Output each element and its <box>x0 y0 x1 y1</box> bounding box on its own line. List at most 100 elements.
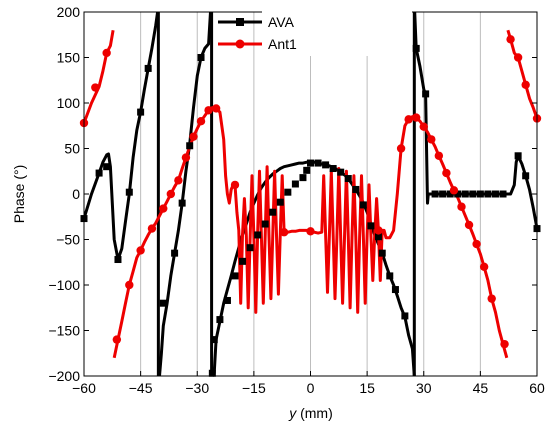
marker-ava <box>231 272 239 280</box>
marker-ava <box>210 336 218 344</box>
marker-ava <box>337 168 345 176</box>
marker-ant1 <box>279 228 289 237</box>
x-tick-labels: −60 −45 −30 −15 0 15 30 45 60 <box>72 380 545 396</box>
marker-ava <box>431 190 439 198</box>
legend-box <box>262 10 412 56</box>
marker-ant1 <box>374 226 383 235</box>
marker-ant1 <box>412 113 421 122</box>
marker-ava <box>322 161 330 169</box>
marker-ava <box>171 249 179 257</box>
marker-ant1 <box>196 117 206 126</box>
marker-ava <box>386 272 394 280</box>
x-tick-label: 15 <box>359 380 375 396</box>
series-layer <box>79 11 542 377</box>
marker-ava <box>216 316 224 324</box>
y-tick-label: 150 <box>57 50 81 66</box>
y-tick-label: −100 <box>48 277 80 293</box>
x-tick-label: 0 <box>307 380 315 396</box>
x-tick-label: −30 <box>185 380 209 396</box>
marker-ant1 <box>506 35 515 44</box>
marker-ant1 <box>306 227 315 236</box>
marker-ant1 <box>464 220 474 230</box>
marker-ava <box>223 296 231 304</box>
x-axis-label-var: y <box>288 405 297 421</box>
marker-ava <box>314 159 322 167</box>
marker-ant1 <box>112 335 122 344</box>
y-tick-label: 0 <box>72 186 80 202</box>
y-tick-labels: −200 −150 −100 −50 0 50 100 150 200 <box>48 4 80 384</box>
marker-ava <box>303 166 311 174</box>
marker-ava <box>144 64 152 72</box>
marker-ava <box>446 190 454 198</box>
marker-ant1 <box>230 180 240 190</box>
marker-ant1 <box>204 106 213 115</box>
marker-ava <box>367 222 375 230</box>
marker-ant1 <box>189 132 198 141</box>
x-axis-label-unit: (mm) <box>296 405 333 421</box>
marker-ant1 <box>102 48 111 58</box>
marker-ant1 <box>500 339 509 349</box>
marker-ant1 <box>396 144 406 153</box>
marker-ava <box>476 190 484 198</box>
marker-ava <box>137 108 145 116</box>
marker-ant1 <box>419 122 428 131</box>
marker-ava <box>208 369 216 377</box>
marker-ant1 <box>513 53 523 62</box>
marker-ava <box>186 142 194 150</box>
marker-ant1 <box>521 80 530 90</box>
marker-ant1 <box>91 83 100 92</box>
marker-ant1 <box>457 202 466 211</box>
x-tick-label: −45 <box>129 380 153 396</box>
marker-ant1 <box>472 239 481 249</box>
marker-ant1 <box>125 280 134 290</box>
y-axis-label: Phase (°) <box>11 165 27 224</box>
marker-ant1 <box>427 135 436 144</box>
y-tick-label: 50 <box>64 141 80 157</box>
marker-ava <box>391 286 399 294</box>
marker-ava <box>178 199 186 207</box>
marker-ant1 <box>479 262 489 271</box>
marker-ant1 <box>442 168 451 178</box>
marker-ava <box>103 163 111 171</box>
marker-ava <box>284 188 292 196</box>
marker-ant1 <box>404 115 413 124</box>
marker-ant1 <box>166 189 176 199</box>
x-tick-label: 45 <box>473 380 489 396</box>
x-axis-label: y (mm) <box>288 405 333 421</box>
marker-ava <box>114 256 122 264</box>
marker-ava <box>299 174 307 182</box>
marker-ava <box>454 190 462 198</box>
marker-ava <box>499 190 507 198</box>
marker-ant1 <box>147 224 157 233</box>
marker-ava <box>484 190 492 198</box>
marker-ant1 <box>211 104 221 113</box>
marker-ava <box>514 152 522 160</box>
marker-ava <box>374 233 382 241</box>
marker-ava <box>491 190 499 198</box>
y-tick-label: −50 <box>56 232 80 248</box>
y-tick-label: −200 <box>48 368 80 384</box>
marker-ava <box>439 190 447 198</box>
legend-marker-ant1 <box>235 39 245 49</box>
x-tick-label: −15 <box>242 380 266 396</box>
marker-ava <box>269 208 277 216</box>
marker-ava <box>125 188 133 196</box>
x-tick-label: 60 <box>529 380 545 396</box>
marker-ava <box>276 198 284 206</box>
marker-ava <box>246 244 254 252</box>
marker-ava <box>412 44 420 52</box>
marker-ava <box>307 159 314 167</box>
marker-ant1 <box>487 294 496 303</box>
marker-ant1 <box>136 246 145 255</box>
marker-ava <box>522 172 530 180</box>
x-tick-label: 30 <box>416 380 432 396</box>
series-line-ava <box>82 11 539 377</box>
y-tick-label: −150 <box>48 323 80 339</box>
marker-ant1 <box>159 204 168 213</box>
marker-ava <box>401 312 409 320</box>
legend-marker-ava <box>236 18 244 26</box>
marker-ant1 <box>174 176 183 185</box>
legend: AVA Ant1 <box>218 10 412 56</box>
marker-ant1 <box>434 151 444 160</box>
